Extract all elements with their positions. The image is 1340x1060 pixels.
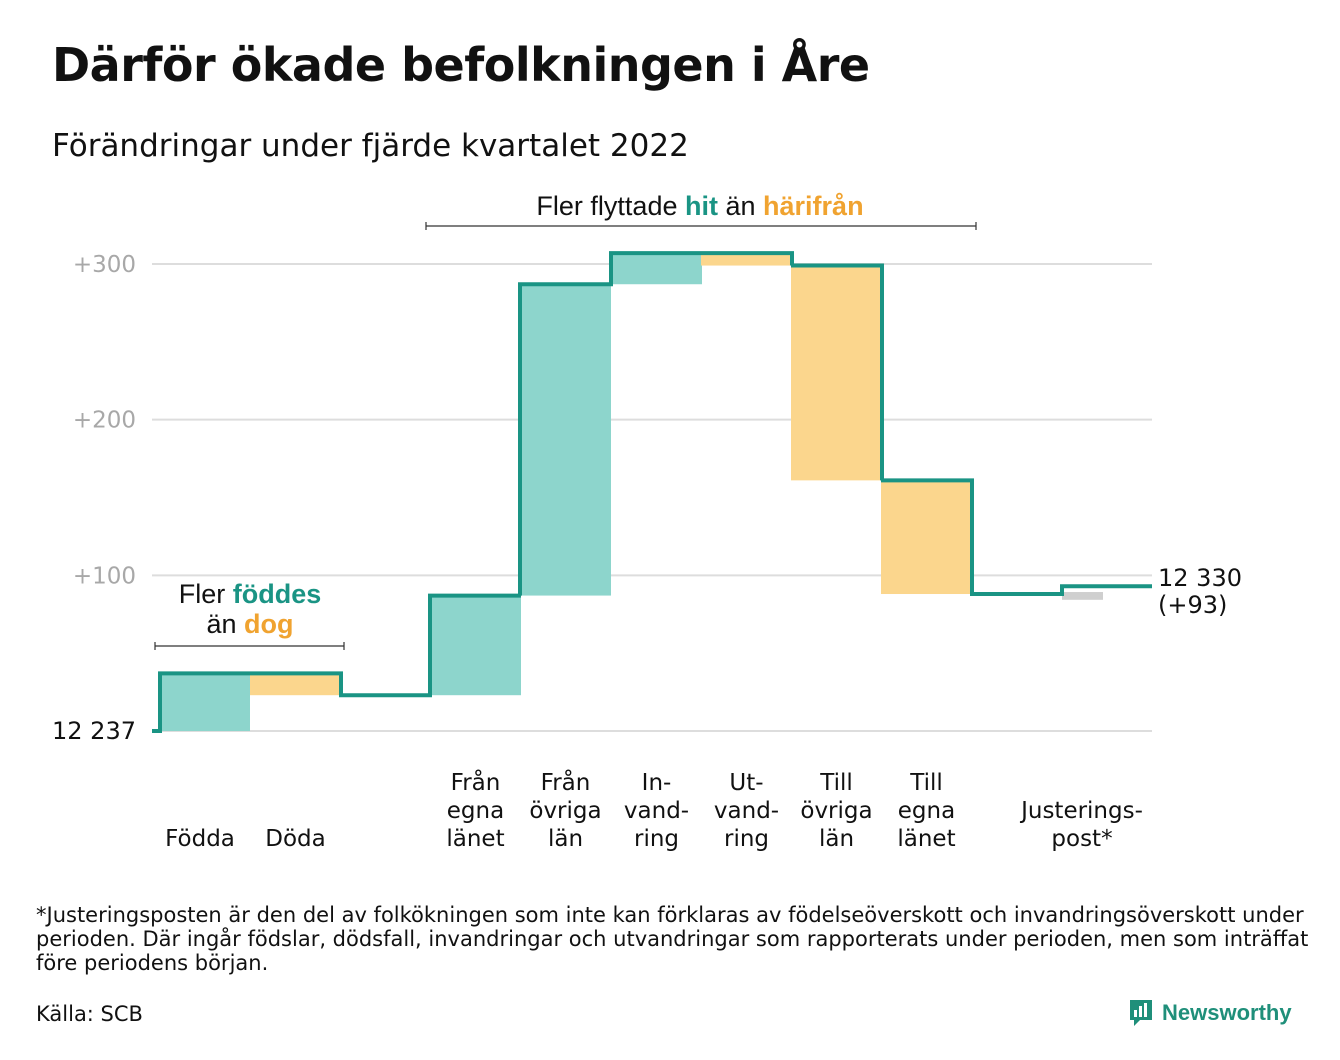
- x-category-label: länet: [897, 826, 955, 852]
- end-change-label: (+93): [1158, 591, 1227, 619]
- x-category-label: övriga: [529, 798, 601, 824]
- waterfall-bar: [160, 673, 250, 731]
- x-category-label: ring: [634, 826, 679, 852]
- x-category-label: vand-: [624, 798, 689, 824]
- x-category-label: länet: [446, 826, 504, 852]
- start-value-label: 12 237: [52, 717, 136, 745]
- x-category-label: Födda: [165, 826, 235, 852]
- newsworthy-logo-icon: [1130, 1000, 1152, 1026]
- x-category-label: In-: [642, 770, 672, 796]
- x-category-label: ring: [724, 826, 769, 852]
- waterfall-bar: [611, 253, 702, 285]
- x-category-label: vand-: [714, 798, 779, 824]
- x-category-label: Från: [541, 768, 591, 796]
- x-category-label: Till: [909, 770, 943, 796]
- waterfall-bar: [701, 253, 792, 266]
- births-deaths-annotation-line1: Fler föddes: [179, 579, 322, 609]
- chart-title: Därför ökade befolkningen i Åre: [52, 38, 870, 92]
- waterfall-bar: [520, 284, 611, 596]
- x-category-label: län: [819, 826, 854, 852]
- footnote: *Justeringsposten är den del av folkökni…: [36, 903, 1309, 975]
- waterfall-bar: [1062, 592, 1103, 600]
- waterfall-bar: [250, 673, 341, 696]
- chart-subtitle: Förändringar under fjärde kvartalet 2022: [52, 128, 689, 164]
- gridlines: +100 +200 +300: [73, 252, 1152, 732]
- waterfall-bar: [881, 480, 972, 595]
- running-total-path: [152, 251, 1152, 733]
- x-category-label: post*: [1051, 826, 1112, 852]
- x-category-label: Justerings-: [1019, 798, 1143, 824]
- x-category-label: övriga: [800, 798, 872, 824]
- y-tick-label: +300: [73, 252, 136, 278]
- x-category-label: egna: [447, 798, 504, 824]
- x-category-label: Döda: [265, 826, 325, 852]
- source-label: Källa: SCB: [36, 1002, 143, 1026]
- y-tick-label: +200: [73, 408, 136, 434]
- x-category-label: Från: [451, 768, 501, 796]
- births-deaths-annotation-line2: än dog: [206, 609, 293, 639]
- y-tick-label: +100: [73, 563, 136, 589]
- waterfall-bar: [791, 265, 882, 481]
- x-category-label: egna: [898, 798, 955, 824]
- x-category-label: Till: [819, 770, 853, 796]
- brand[interactable]: Newsworthy: [1128, 998, 1292, 1028]
- x-category-label: Ut-: [729, 770, 763, 796]
- waterfall-bar: [430, 595, 521, 696]
- bars: [160, 253, 1103, 731]
- migration-annotation: Fler flyttade hit än härifrån: [536, 191, 863, 221]
- running-total-line: [152, 251, 1152, 733]
- end-value-label: 12 330: [1158, 564, 1242, 592]
- brand-name: Newsworthy: [1162, 1000, 1292, 1025]
- x-category-label: län: [548, 826, 583, 852]
